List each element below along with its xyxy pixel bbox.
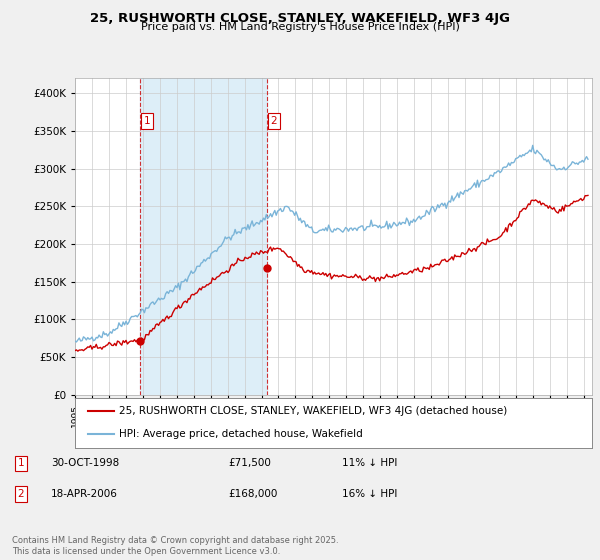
Bar <box>140 78 267 395</box>
Text: Contains HM Land Registry data © Crown copyright and database right 2025.
This d: Contains HM Land Registry data © Crown c… <box>12 536 338 556</box>
Text: 16% ↓ HPI: 16% ↓ HPI <box>342 489 397 499</box>
Text: 1: 1 <box>17 458 25 468</box>
Text: 18-APR-2006: 18-APR-2006 <box>51 489 118 499</box>
Text: 2: 2 <box>17 489 25 499</box>
Text: Price paid vs. HM Land Registry's House Price Index (HPI): Price paid vs. HM Land Registry's House … <box>140 22 460 32</box>
Text: 2: 2 <box>271 116 277 126</box>
Text: 1: 1 <box>143 116 150 126</box>
Text: 11% ↓ HPI: 11% ↓ HPI <box>342 458 397 468</box>
Text: £168,000: £168,000 <box>228 489 277 499</box>
Text: £71,500: £71,500 <box>228 458 271 468</box>
Text: 25, RUSHWORTH CLOSE, STANLEY, WAKEFIELD, WF3 4JG (detached house): 25, RUSHWORTH CLOSE, STANLEY, WAKEFIELD,… <box>119 406 507 416</box>
Text: 25, RUSHWORTH CLOSE, STANLEY, WAKEFIELD, WF3 4JG: 25, RUSHWORTH CLOSE, STANLEY, WAKEFIELD,… <box>90 12 510 25</box>
Text: 30-OCT-1998: 30-OCT-1998 <box>51 458 119 468</box>
Text: HPI: Average price, detached house, Wakefield: HPI: Average price, detached house, Wake… <box>119 430 363 440</box>
